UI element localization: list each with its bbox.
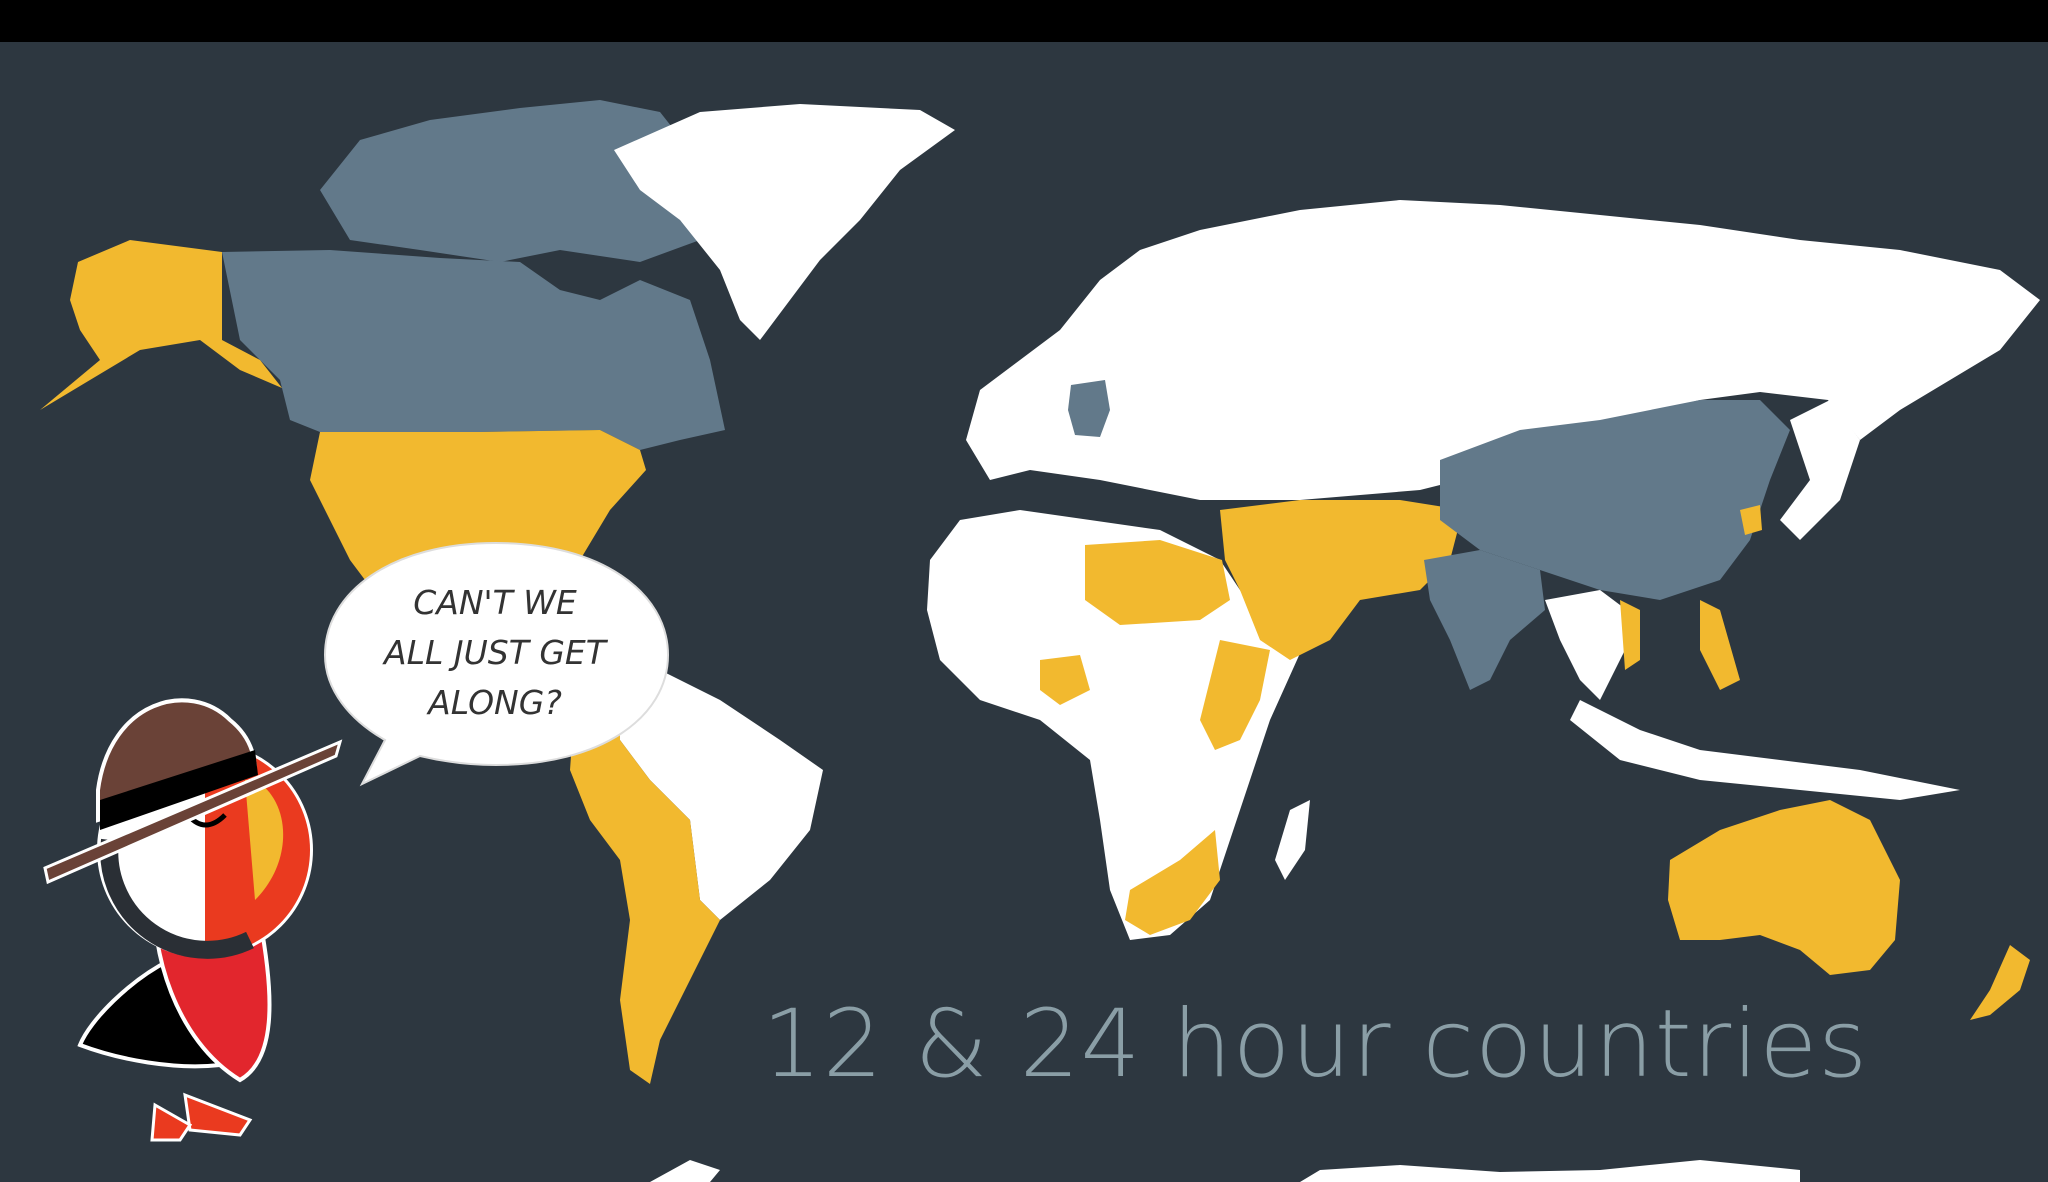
region-east-africa [1200,640,1270,750]
region-middle-east [1220,500,1463,660]
region-australia [1668,800,1900,975]
region-antarctica [650,1160,1800,1182]
region-indonesia [1570,700,1960,800]
map-title: 12 & 24 hour countries [762,990,1869,1099]
region-canada-arctic [320,100,700,262]
speech-bubble-text: CAN'T WE ALL JUST GET ALONG? [340,578,650,728]
region-germany [1068,380,1110,437]
region-new-zealand [1970,945,2030,1020]
region-japan [1780,400,1860,540]
region-southern-africa [1125,830,1220,935]
region-china [1440,400,1790,600]
speech-line: ALONG? [428,683,562,722]
region-canada [222,250,725,450]
speech-bubble [323,541,670,787]
region-korea [1740,505,1762,535]
puffin-mountie-icon [43,698,343,1142]
region-greenland [614,104,955,340]
speech-line: CAN'T WE [413,583,577,622]
speech-line: ALL JUST GET [384,633,606,672]
region-madagascar [1275,800,1310,880]
region-alaska [40,240,282,410]
region-nigeria [1040,655,1090,705]
region-vietnam-philippines [1620,600,1740,690]
letterbox-bar [0,0,2048,42]
region-andes-countries [570,690,720,1084]
region-india [1424,550,1545,690]
region-eurasia [966,200,2040,500]
region-southeast-asia [1545,590,1640,700]
region-north-africa [1085,540,1230,625]
region-africa [927,510,1306,940]
region-brazil-region [600,670,823,920]
